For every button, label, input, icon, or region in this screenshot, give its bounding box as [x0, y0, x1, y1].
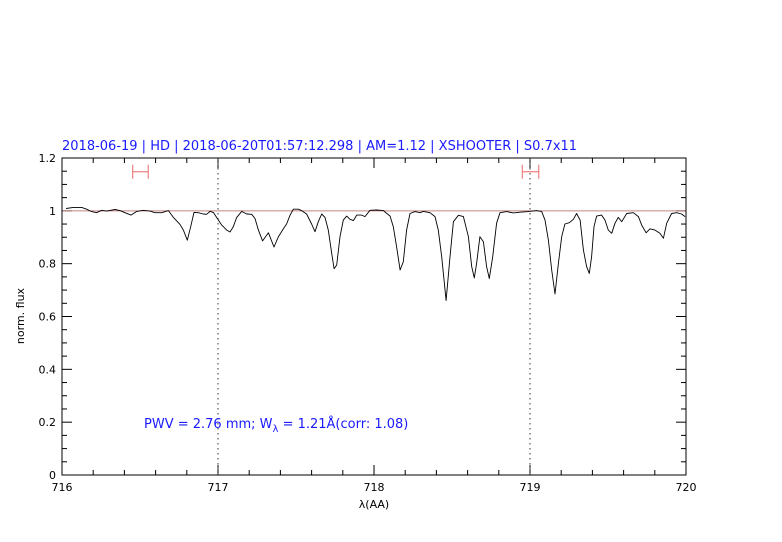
y-tick-label: 0.6 [39, 311, 57, 324]
y-tick-label: 1 [49, 205, 56, 218]
y-tick-label: 0 [49, 469, 56, 482]
axis-ticks: 716 717 718 719 720 0 0.2 0.4 0.6 0.8 1 1.2 [39, 152, 697, 494]
chart-marks [62, 158, 686, 475]
interval-marker [521, 164, 540, 179]
interval-marker [132, 164, 149, 179]
x-tick-label: 720 [676, 481, 697, 494]
x-tick-label: 719 [520, 481, 541, 494]
y-tick-label: 1.2 [39, 152, 57, 165]
x-axis-label: λ(AA) [359, 498, 389, 511]
x-tick-label: 716 [52, 481, 73, 494]
annotation-prefix: PWV = 2.76 mm; W [144, 417, 273, 432]
x-tick-label: 717 [208, 481, 229, 494]
y-tick-label: 0.2 [39, 416, 57, 429]
chart-title: 2018-06-19 | HD | 2018-06-20T01:57:12.29… [62, 139, 577, 154]
y-tick-label: 0.4 [39, 363, 57, 376]
y-axis-label: norm. flux [14, 287, 27, 344]
annotation-suffix: = 1.21Å(corr: 1.08) [278, 416, 408, 432]
x-tick-label: 718 [364, 481, 385, 494]
pwv-annotation: PWV = 2.76 mm; Wλ = 1.21Å(corr: 1.08) [144, 416, 408, 435]
plot-frame [61, 157, 687, 476]
annotation-subscript: λ [273, 424, 279, 435]
y-tick-label: 0.8 [39, 258, 57, 271]
spectrum-line [66, 206, 686, 302]
